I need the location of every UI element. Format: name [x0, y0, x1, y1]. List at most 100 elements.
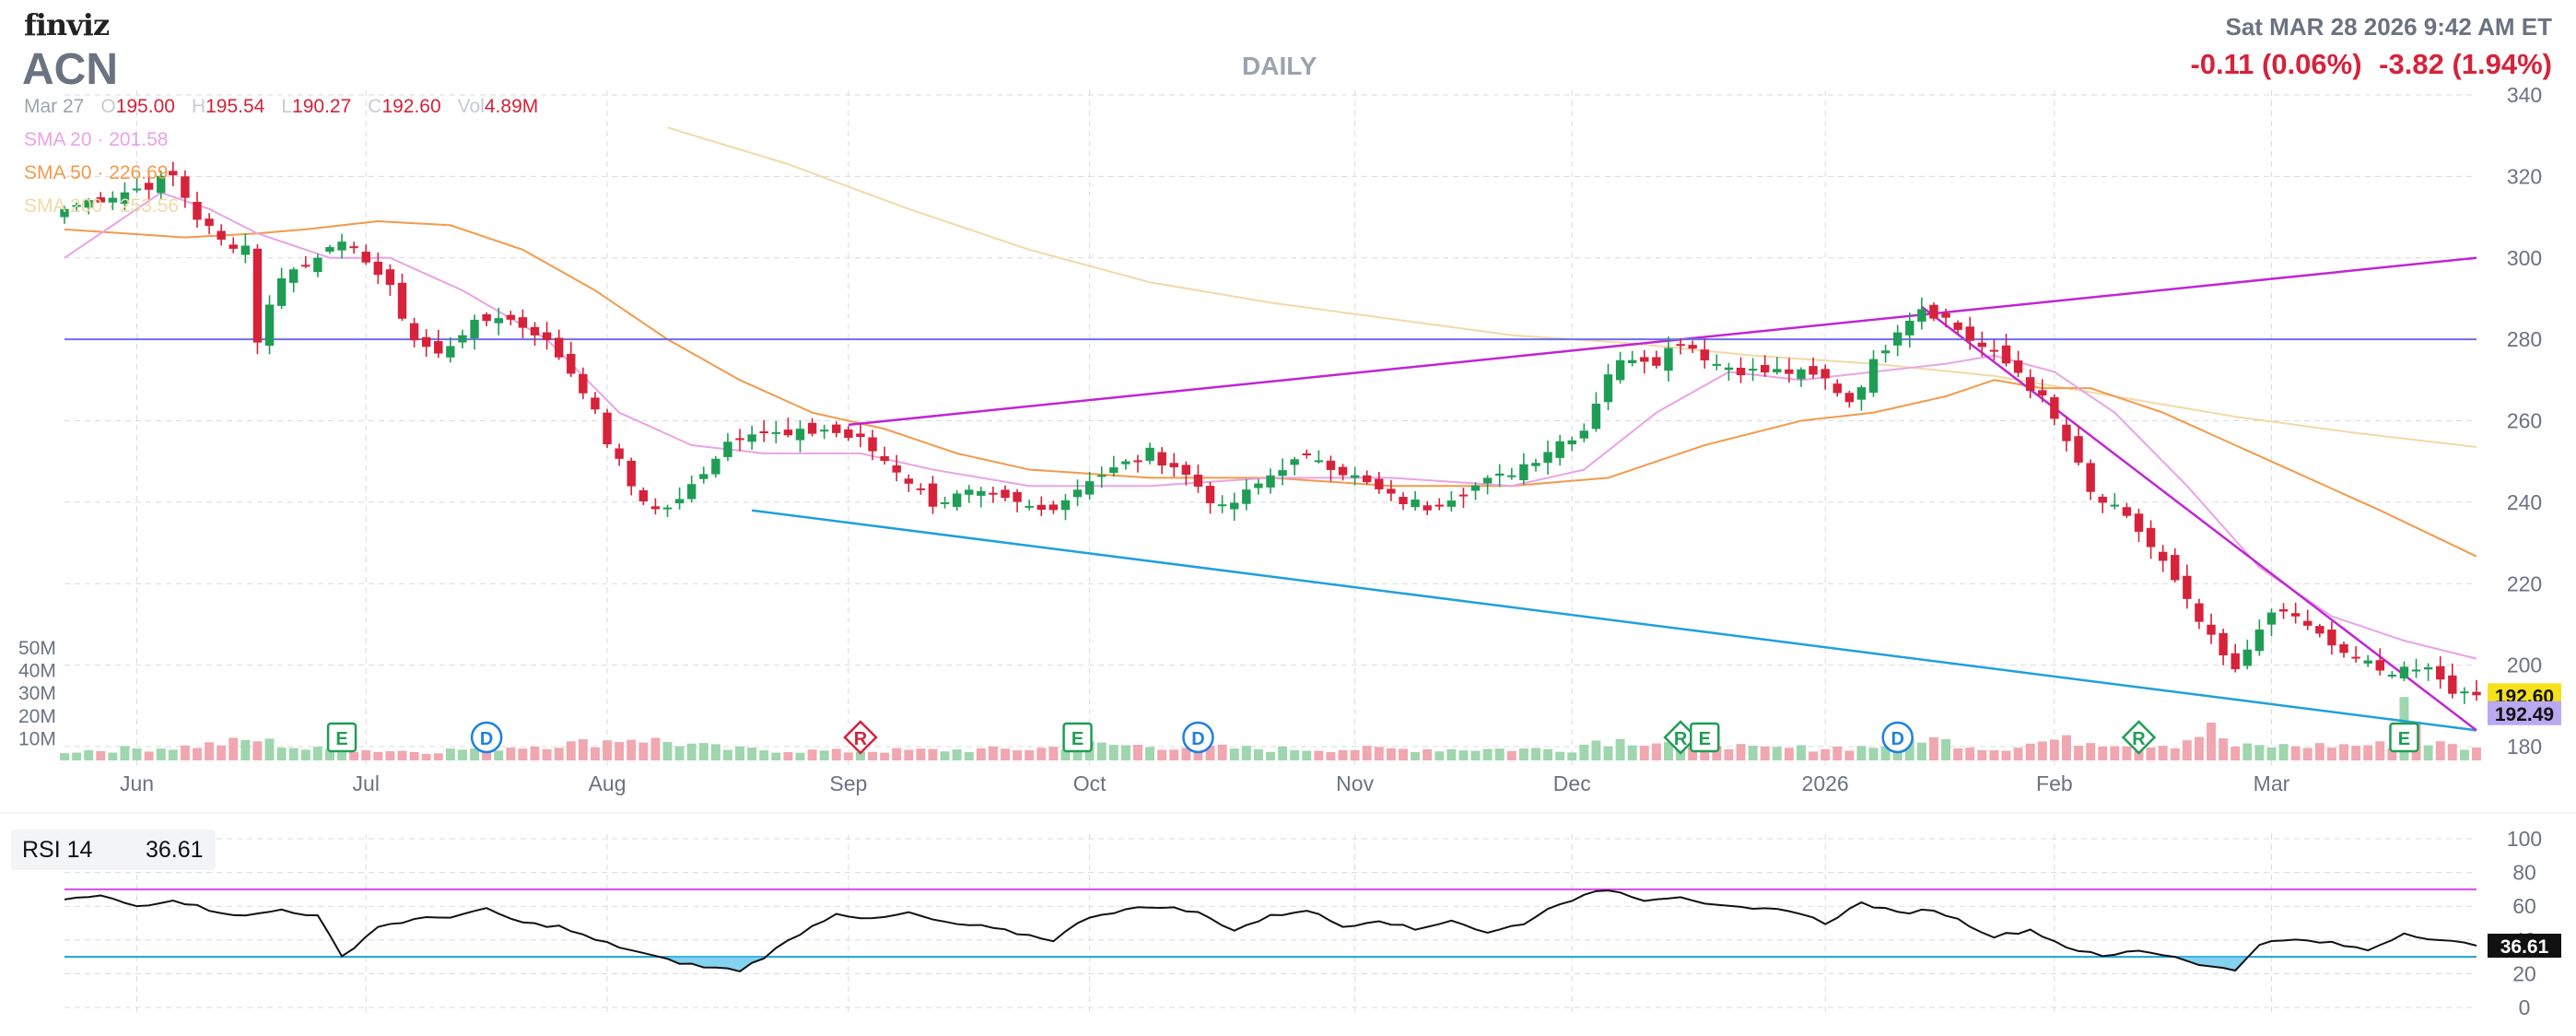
event-marker-d[interactable]: D: [1182, 721, 1214, 754]
price-tick-label: 340: [2507, 83, 2542, 107]
volume-bar: [674, 746, 685, 760]
rsi-tick-label: 80: [2512, 861, 2536, 885]
price-tick-label: 220: [2507, 571, 2542, 595]
candle: [1278, 458, 1287, 486]
candle: [2423, 663, 2433, 681]
candle: [1797, 367, 1806, 387]
finviz-logo[interactable]: finviz: [24, 7, 110, 42]
candle: [252, 243, 263, 355]
secondary-price-badge: 192.49: [2488, 700, 2561, 725]
rsi-legend[interactable]: RSI 14 36.61: [11, 830, 216, 870]
candle-body: [1013, 491, 1022, 502]
volume-bar: [518, 748, 528, 760]
event-marker-r[interactable]: R: [2121, 720, 2157, 755]
event-marker-e[interactable]: E: [2389, 722, 2419, 753]
candle-body: [1591, 403, 1601, 430]
candle-body: [735, 438, 744, 441]
event-marker-e[interactable]: E: [326, 722, 357, 753]
candle: [434, 330, 443, 359]
candle: [120, 182, 130, 211]
candle-body: [120, 192, 130, 205]
volume-bar: [2207, 723, 2216, 760]
sma200-legend[interactable]: SMA 200 · 253.56: [24, 195, 180, 217]
candle-body: [506, 314, 516, 320]
x-tick-label: Sep: [829, 771, 867, 795]
volume-bar: [96, 750, 106, 760]
candle: [1989, 339, 1999, 360]
candle: [2134, 509, 2144, 543]
volume-bar: [904, 749, 914, 760]
candle: [1567, 436, 1576, 452]
price-tick-label: 300: [2507, 246, 2542, 270]
candle-body: [1627, 359, 1637, 363]
volume-bar: [1868, 748, 1879, 760]
event-square: [2389, 722, 2419, 753]
candle-body: [1434, 504, 1444, 507]
candle: [2448, 663, 2457, 699]
sma20-legend[interactable]: SMA 20 · 201.58: [24, 129, 169, 150]
candle: [361, 244, 370, 265]
volume-bar: [2098, 746, 2108, 760]
event-marker-e[interactable]: E: [1689, 722, 1720, 753]
candle: [1205, 481, 1215, 514]
candle: [518, 309, 528, 338]
event-marker-d[interactable]: D: [1881, 721, 1914, 754]
candle: [1519, 453, 1528, 485]
candle: [1434, 498, 1444, 511]
candle: [276, 267, 287, 310]
candle: [1892, 324, 1903, 357]
candle: [494, 307, 503, 336]
candle-body: [2038, 390, 2047, 396]
volume-bar: [1411, 752, 1421, 760]
sma50-legend[interactable]: SMA 50 · 226.69: [24, 162, 169, 183]
candle-body: [337, 241, 346, 251]
candle-body: [591, 397, 600, 410]
candle: [506, 311, 516, 325]
candle-body: [759, 430, 768, 433]
volume-bar: [578, 739, 588, 760]
candle-body: [217, 230, 226, 240]
candle-body: [2134, 513, 2144, 532]
candle-body: [567, 353, 576, 374]
candle-body: [1555, 441, 1564, 458]
volume-bar: [1796, 745, 1806, 760]
candle-body: [397, 282, 407, 319]
event-marker-r[interactable]: R: [1663, 720, 1698, 755]
volume-bar: [1579, 744, 1589, 760]
volume-bar: [1302, 750, 1312, 760]
volume-bar: [1784, 748, 1794, 760]
candle: [952, 489, 962, 512]
volume-bar: [1169, 749, 1179, 760]
candle-body: [373, 261, 383, 276]
event-marker-r[interactable]: R: [843, 720, 878, 755]
volume-bar: [831, 748, 841, 760]
volume-bar: [1965, 748, 1975, 760]
candle: [1736, 357, 1746, 383]
candle-body: [1314, 460, 1324, 463]
volume-bar: [868, 751, 878, 760]
volume-bar: [1809, 751, 1819, 760]
volume-bar: [1591, 740, 1601, 760]
event-label: R: [1674, 729, 1688, 749]
candle: [1555, 434, 1564, 466]
volume-bar: [433, 753, 443, 760]
candle: [2472, 679, 2481, 701]
candle: [904, 474, 914, 492]
candle-body: [2050, 396, 2059, 419]
candle: [1627, 350, 1637, 367]
rsi-oversold-fill: [661, 957, 770, 971]
candle: [2242, 639, 2253, 670]
candle: [1494, 464, 1505, 488]
volume-bar: [1627, 745, 1637, 760]
volume-bar: [1048, 747, 1059, 760]
event-marker-d[interactable]: D: [470, 721, 503, 754]
volume-bar: [1217, 744, 1227, 760]
volume-bar: [1120, 745, 1130, 760]
price-badge-bg: [2488, 700, 2561, 725]
candle-body: [2001, 345, 2011, 364]
event-marker-e[interactable]: E: [1062, 722, 1093, 753]
volume-bar: [217, 745, 227, 760]
candle-body: [1567, 440, 1576, 445]
volume-bar: [1639, 746, 1649, 760]
